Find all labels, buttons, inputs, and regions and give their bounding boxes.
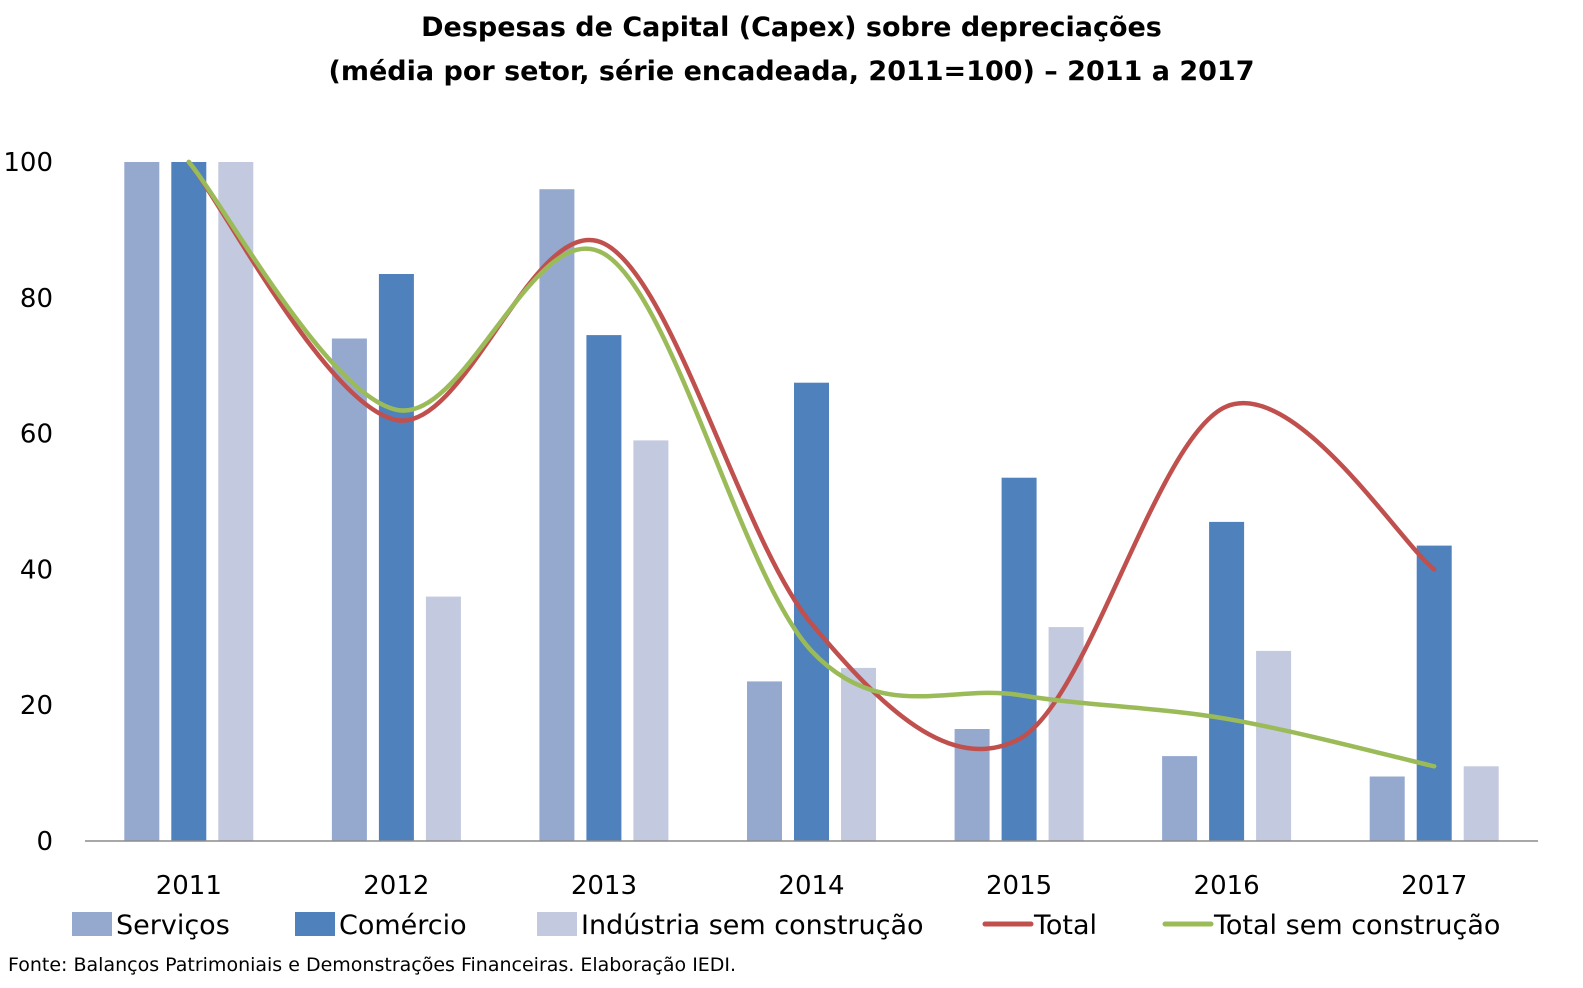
x-tick-label: 2012 <box>363 871 429 901</box>
bar-com-rcio-2011 <box>171 162 207 841</box>
bar-ind-stria-sem-constru-o-2013 <box>633 440 669 841</box>
line-total <box>186 159 1437 752</box>
y-tick-label: 100 <box>3 148 53 178</box>
y-tick-label: 20 <box>20 691 53 721</box>
bar-com-rcio-2016 <box>1209 521 1245 841</box>
y-tick-label: 60 <box>20 420 53 450</box>
chart-subtitle: (média por setor, série encadeada, 2011=… <box>328 56 1255 87</box>
bar-servi-os-2014 <box>747 681 782 841</box>
bar-servi-os-2017 <box>1369 776 1405 841</box>
legend-label-total-sem-constru-o: Total sem construção <box>1213 910 1500 941</box>
bar-ind-stria-sem-constru-o-2014 <box>841 667 876 841</box>
line-total-sem-constru-o <box>186 159 1437 769</box>
legend-label-servi-os: Serviços <box>116 910 230 941</box>
bar-marks <box>124 162 1499 841</box>
bar-servi-os-2016 <box>1162 756 1198 841</box>
x-tick-label: 2014 <box>778 871 844 901</box>
x-tick-label: 2017 <box>1401 871 1467 901</box>
legend-swatch-com-rcio <box>295 912 335 936</box>
legend-swatch-servi-os <box>72 912 112 936</box>
x-tick-label: 2013 <box>571 871 637 901</box>
bar-com-rcio-2015 <box>1001 477 1037 841</box>
legend-label-com-rcio: Comércio <box>339 910 467 941</box>
bar-com-rcio-2017 <box>1416 545 1452 841</box>
legend: Serviços Comércio Indústria sem construção… <box>72 910 1500 941</box>
x-tick-label: 2015 <box>986 871 1052 901</box>
bar-ind-stria-sem-constru-o-2012 <box>425 596 461 841</box>
y-axis-ticks: 0 20 40 60 80 100 <box>3 148 53 857</box>
bar-servi-os-2013 <box>539 189 575 841</box>
bar-ind-stria-sem-constru-o-2016 <box>1256 650 1292 841</box>
legend-label-total: Total <box>1033 910 1097 941</box>
chart-title: Despesas de Capital (Capex) sobre deprec… <box>421 12 1162 43</box>
legend-swatch-ind-stria-sem-constru-o <box>537 912 577 936</box>
x-tick-label: 2016 <box>1194 871 1260 901</box>
bar-ind-stria-sem-constru-o-2017 <box>1463 766 1499 841</box>
legend-label-ind-stria-sem-constru-o: Indústria sem construção <box>581 910 924 941</box>
bar-com-rcio-2012 <box>378 274 414 841</box>
bar-servi-os-2011 <box>124 162 160 841</box>
y-tick-label: 40 <box>20 555 53 585</box>
bar-com-rcio-2014 <box>794 382 829 841</box>
source-note: Fonte: Balanços Patrimoniais e Demonstra… <box>8 954 737 976</box>
y-tick-label: 80 <box>20 284 53 314</box>
x-tick-label: 2011 <box>156 871 222 901</box>
bar-com-rcio-2013 <box>586 335 622 841</box>
bar-ind-stria-sem-constru-o-2011 <box>218 162 254 841</box>
x-axis-ticks: 2011 2012 2013 2014 2015 2016 2017 <box>156 871 1468 901</box>
chart-title-block: Despesas de Capital (Capex) sobre deprec… <box>0 6 1583 94</box>
y-tick-label: 0 <box>36 827 53 857</box>
bar-servi-os-2012 <box>331 338 367 841</box>
line-series <box>186 159 1437 769</box>
